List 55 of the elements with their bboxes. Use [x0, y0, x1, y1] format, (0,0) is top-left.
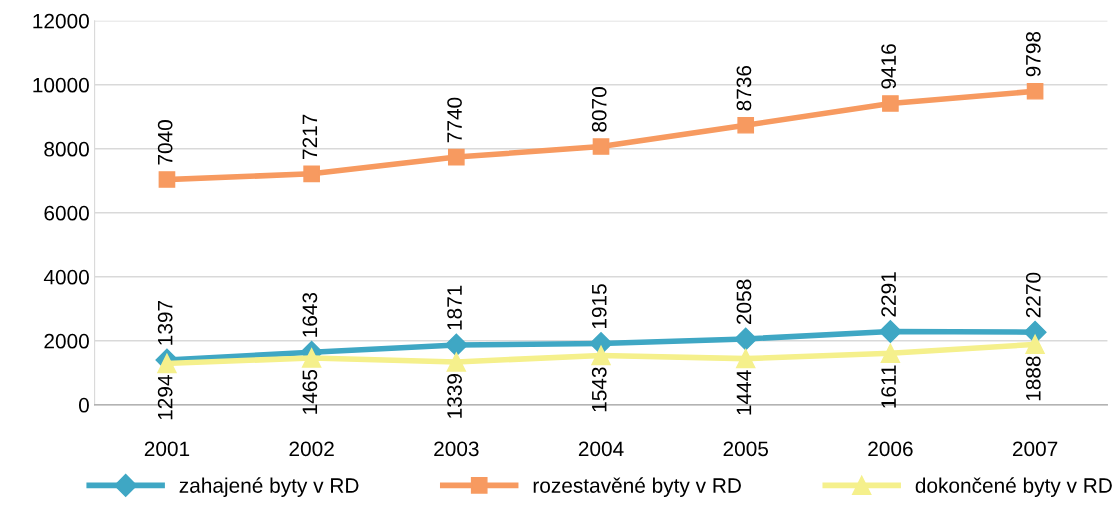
point: [1026, 82, 1044, 100]
point: [592, 138, 610, 155]
data-label: 9798: [1025, 31, 1041, 77]
y-tick-label: 2000: [44, 333, 89, 349]
data-label: 1643: [302, 292, 318, 337]
point: [157, 353, 177, 374]
data-label: 1294: [157, 375, 173, 420]
x-tick-label: 2006: [868, 441, 913, 457]
data-label: 7217: [302, 114, 318, 159]
point: [880, 343, 901, 363]
point: [878, 319, 902, 343]
data-label: 2270: [1025, 272, 1041, 318]
point: [591, 345, 611, 366]
legend-label: dokončené byty v RD: [915, 477, 1112, 497]
point: [734, 327, 758, 351]
data-label: 8070: [591, 87, 607, 132]
y-tick-label: 8000: [44, 141, 89, 157]
point: [735, 348, 756, 369]
data-label: 1915: [591, 284, 607, 329]
point: [158, 171, 176, 188]
data-label: 7040: [157, 120, 173, 165]
point: [303, 165, 320, 183]
legend-label: zahajené byty v RD: [179, 477, 359, 497]
y-tick-label: 12000: [33, 13, 89, 29]
point: [301, 348, 322, 368]
y-tick-label: 4000: [43, 269, 89, 285]
data-label: 1339: [447, 374, 462, 418]
data-label: 1888: [1025, 356, 1041, 401]
data-label: 1543: [591, 367, 607, 412]
point: [737, 116, 755, 134]
point: [446, 352, 467, 372]
data-label: 1397: [157, 300, 173, 345]
data-label: 1611: [881, 365, 896, 408]
data-label: 1871: [447, 285, 462, 330]
data-label: 1465: [302, 369, 318, 414]
x-tick-label: 2004: [578, 441, 624, 457]
x-tick-label: 2002: [289, 441, 334, 457]
point: [882, 95, 899, 112]
y-tick-label: 6000: [44, 205, 89, 221]
x-tick-label: 2003: [434, 441, 479, 457]
data-label: 9416: [881, 44, 896, 89]
legend-label: rozestavěné byty v RD: [533, 477, 741, 497]
point: [1025, 334, 1045, 355]
data-label: 2058: [736, 279, 752, 325]
data-label: 7740: [447, 97, 462, 143]
data-label: 8736: [736, 65, 752, 111]
data-label: 2291: [881, 272, 896, 317]
y-tick-label: 10000: [33, 77, 89, 93]
point: [444, 333, 468, 357]
x-tick-label: 2001: [144, 441, 190, 457]
point: [447, 148, 465, 166]
x-tick-label: 2007: [1012, 441, 1058, 457]
data-label: 1444: [736, 370, 752, 415]
y-tick-label: 0: [78, 397, 89, 413]
x-tick-label: 2005: [723, 441, 769, 457]
